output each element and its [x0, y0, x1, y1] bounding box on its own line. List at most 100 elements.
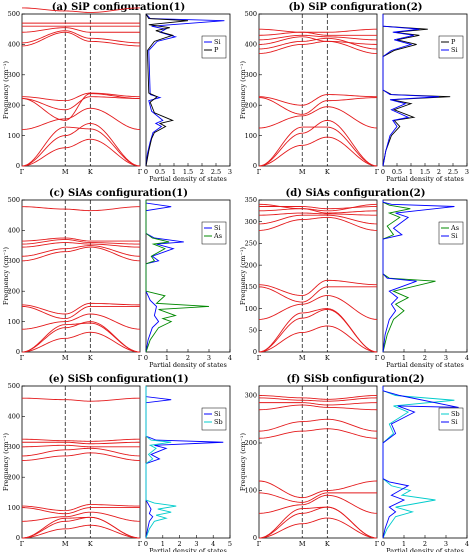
y-tick-label: 500: [8, 382, 20, 390]
phonon-band: [21, 444, 140, 448]
x-tick-label: M: [62, 168, 69, 176]
dos-x-tick-label: 4: [465, 540, 469, 548]
phonon-band: [21, 245, 141, 257]
x-tick-label: M: [62, 540, 69, 548]
phonon-band: [258, 28, 378, 33]
y-tick-label: 300: [8, 257, 20, 265]
phonon-band: [258, 506, 378, 539]
dos-x-tick-label: 2: [200, 168, 204, 176]
x-tick-label: Γ: [138, 168, 143, 176]
phonon-band: [21, 237, 140, 242]
phonon-band: [21, 524, 141, 539]
phonon-band: [258, 208, 378, 214]
phonon-band: [21, 126, 141, 167]
y-tick-label: 0: [16, 162, 20, 170]
dos-x-tick-label: 1.5: [183, 168, 193, 176]
phonon-band: [259, 402, 378, 406]
x-tick-label: Γ: [375, 168, 380, 176]
phonon-band: [258, 506, 378, 539]
dos-x-tick-label: 2: [437, 168, 441, 176]
x-tick-label: Γ: [20, 540, 25, 548]
dos-x-tick-label: 0: [381, 354, 385, 362]
phonon-band: [258, 492, 377, 503]
phonon-band: [258, 37, 378, 50]
legend-label: As: [450, 224, 459, 232]
y-tick-label: 300: [245, 392, 257, 400]
y-tick-label: 100: [245, 305, 257, 313]
y-tick-label: 0: [16, 534, 20, 542]
phonon-band: [21, 504, 141, 512]
band-axes-frame: [258, 13, 378, 167]
phonon-band: [21, 239, 141, 245]
legend-label: Si: [214, 38, 221, 46]
y-tick-label: 100: [8, 504, 20, 512]
y-tick-label: 200: [245, 261, 257, 269]
y-tick-label: 350: [245, 196, 257, 204]
y-tick-label: 500: [8, 10, 20, 18]
y-tick-label: 100: [245, 487, 257, 495]
x-tick-label: Γ: [257, 168, 262, 176]
panel-d: (d) SiAs configuration(2)Γ M K Γ05010015020…: [239, 188, 469, 369]
dos-x-tick-label: 3: [465, 168, 469, 176]
x-tick-label: M: [299, 354, 306, 362]
x-tick-label: Γ: [375, 540, 380, 548]
y-axis-label: Frequency (cm⁻¹): [239, 432, 247, 491]
phonon-band: [258, 36, 378, 45]
dos-x-tick-label: 1: [409, 168, 413, 176]
x-tick-label: Γ: [138, 354, 143, 362]
dos-x-tick-label: 2: [423, 540, 427, 548]
dos-x-axis-label: Partial density of states: [149, 175, 227, 183]
phonon-band: [258, 494, 378, 514]
panel-title: (f) SiSb configuration(2): [286, 374, 424, 385]
x-tick-label: K: [325, 168, 330, 176]
phonon-band: [21, 246, 141, 262]
phonon-band: [258, 325, 378, 353]
legend-label: Sb: [451, 410, 460, 418]
legend-label: Si: [451, 46, 458, 54]
legend-label: P: [451, 38, 456, 46]
y-tick-label: 100: [245, 132, 257, 140]
phonon-band: [258, 308, 378, 353]
dos-x-tick-label: 5: [228, 540, 232, 548]
dos-x-tick-label: 1: [161, 540, 165, 548]
x-tick-label: K: [325, 354, 330, 362]
phonon-band: [21, 397, 141, 402]
panel-title: (b) SiP configuration(2): [288, 2, 422, 13]
band-axes-frame: [258, 199, 378, 353]
x-tick-label: Γ: [257, 354, 262, 362]
dos-x-tick-label: 3: [444, 540, 448, 548]
phonon-band: [258, 214, 378, 225]
y-tick-label: 100: [8, 318, 20, 326]
phonon-band: [21, 30, 141, 44]
dos-curve-as: [382, 200, 436, 353]
y-tick-label: 0: [253, 534, 257, 542]
phonon-band: [21, 206, 141, 212]
phonon-band: [22, 441, 141, 445]
dos-x-tick-label: 1: [402, 354, 406, 362]
band-axes-frame: [21, 385, 141, 539]
y-tick-label: 200: [8, 473, 20, 481]
phonon-band: [21, 122, 141, 167]
phonon-band: [258, 212, 378, 216]
x-tick-label: M: [62, 354, 69, 362]
x-tick-label: Γ: [138, 540, 143, 548]
y-tick-label: 0: [16, 348, 20, 356]
y-axis-label: Frequency (cm⁻¹): [239, 60, 247, 119]
dos-x-axis-label: Partial density of states: [386, 361, 464, 369]
dos-x-tick-label: 1: [172, 168, 176, 176]
x-tick-label: K: [88, 168, 93, 176]
y-tick-label: 400: [8, 413, 20, 421]
dos-x-tick-label: 1: [402, 540, 406, 548]
y-tick-label: 0: [253, 348, 257, 356]
dos-x-tick-label: 0: [144, 168, 148, 176]
x-tick-label: Γ: [375, 354, 380, 362]
dos-x-tick-label: 1: [165, 354, 169, 362]
y-axis-label: Frequency (cm⁻¹): [2, 246, 10, 305]
y-tick-label: 300: [245, 218, 257, 226]
phonon-band: [258, 106, 378, 129]
band-axes-frame: [258, 385, 378, 539]
y-tick-label: 250: [245, 240, 257, 248]
phonon-band: [21, 322, 141, 353]
phonon-band: [21, 92, 141, 102]
dos-x-tick-label: 2.5: [211, 168, 221, 176]
